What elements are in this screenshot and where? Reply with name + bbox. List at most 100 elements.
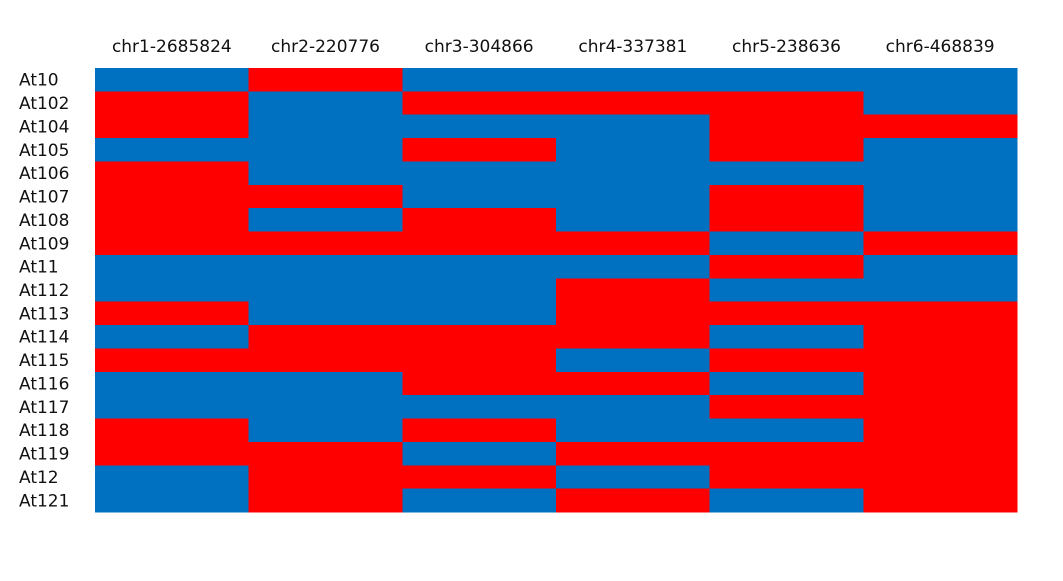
heatmap-cell [95,488,250,513]
heatmap-cell [248,231,403,256]
row-label: At114 [19,328,69,348]
heatmap-cell [95,278,250,303]
row-label: At105 [19,141,69,161]
row-label: At12 [19,468,59,488]
row-label: At113 [19,304,69,324]
heatmap-cell [402,231,557,256]
column-label: chr5-238636 [732,37,841,57]
heatmap-cell [402,184,557,209]
heatmap-cell [709,231,864,256]
column-label: chr1-2685824 [112,37,232,57]
row-label: At107 [19,188,69,208]
heatmap-cell [95,441,250,466]
column-label: chr2-220776 [271,37,380,57]
heatmap-cell [863,325,1018,349]
heatmap-cell [95,91,250,116]
row-label: At109 [19,234,69,254]
heatmap-cell [863,114,1018,139]
heatmap-cell [556,371,711,396]
heatmap-cell [402,395,557,420]
heatmap-cell [95,418,250,443]
row-labels: At10 At102 At104 At105 At106 At107 At108 At109 A… [19,71,69,512]
heatmap-cell [556,465,711,490]
heatmap-cell [863,278,1018,303]
heatmap-cell [95,465,250,490]
heatmap-cell [248,278,403,303]
heatmap-cell [248,395,403,420]
heatmap-cell [556,91,711,116]
row-label: At108 [19,211,69,231]
heatmap-cell [863,395,1018,420]
heatmap-cell [556,395,711,420]
heatmap-cell [402,325,557,349]
heatmap-cell [556,161,711,186]
heatmap-cell [402,278,557,303]
row-label: At118 [19,421,69,441]
heatmap-cell [556,418,711,443]
heatmap-cell [95,184,250,209]
column-label: chr4-337381 [578,37,687,57]
heatmap-cells [95,68,1018,513]
heatmap-cell [709,301,864,326]
heatmap-cell [863,488,1018,513]
heatmap-cell [709,68,864,92]
heatmap-cell [863,161,1018,186]
heatmap-cell [709,465,864,490]
heatmap-cell [248,488,403,513]
heatmap-cell [95,161,250,186]
column-label: chr6-468839 [886,37,995,57]
heatmap-cell [248,91,403,116]
heatmap-cell [556,231,711,256]
heatmap-cell [709,488,864,513]
heatmap-cell [863,68,1018,92]
heatmap-cell [95,395,250,420]
heatmap-cell [248,254,403,279]
heatmap-cell [556,138,711,162]
heatmap-cell [709,161,864,186]
heatmap-cell [556,301,711,326]
heatmap-cell [556,441,711,466]
heatmap-cell [95,325,250,349]
heatmap-cell [556,114,711,139]
heatmap-cell [863,254,1018,279]
heatmap-cell [402,371,557,396]
heatmap-cell [248,208,403,233]
heatmap-cell [863,441,1018,466]
row-label: At106 [19,164,69,184]
heatmap-cell [248,418,403,443]
heatmap-cell [709,325,864,349]
heatmap-cell [402,488,557,513]
heatmap-cell [95,371,250,396]
column-labels: chr1-2685824 chr2-220776 chr3-304866 chr4-3… [112,37,995,57]
heatmap-cell [402,348,557,373]
heatmap-cell [863,91,1018,116]
heatmap-cell [95,114,250,139]
heatmap-cell [95,208,250,233]
heatmap-cell [95,254,250,279]
heatmap-cell [863,231,1018,256]
heatmap-cell [556,488,711,513]
heatmap-cell [556,325,711,349]
heatmap-cell [248,161,403,186]
heatmap-cell [248,325,403,349]
heatmap-cell [863,348,1018,373]
row-label: At121 [19,491,69,511]
heatmap-cell [95,68,250,92]
heatmap-cell [402,161,557,186]
heatmap-cell [709,278,864,303]
heatmap-cell [248,68,403,92]
row-label: At10 [19,71,59,91]
heatmap-cell [556,278,711,303]
heatmap-cell [863,184,1018,209]
row-label: At119 [19,445,69,465]
heatmap-cell [402,301,557,326]
heatmap-cell [709,208,864,233]
row-label: At102 [19,94,69,114]
heatmap-cell [556,184,711,209]
heatmap-cell [248,184,403,209]
heatmap-cell [709,114,864,139]
heatmap-cell [95,231,250,256]
heatmap-cell [709,184,864,209]
heatmap-cell [248,348,403,373]
row-label: At116 [19,374,69,394]
